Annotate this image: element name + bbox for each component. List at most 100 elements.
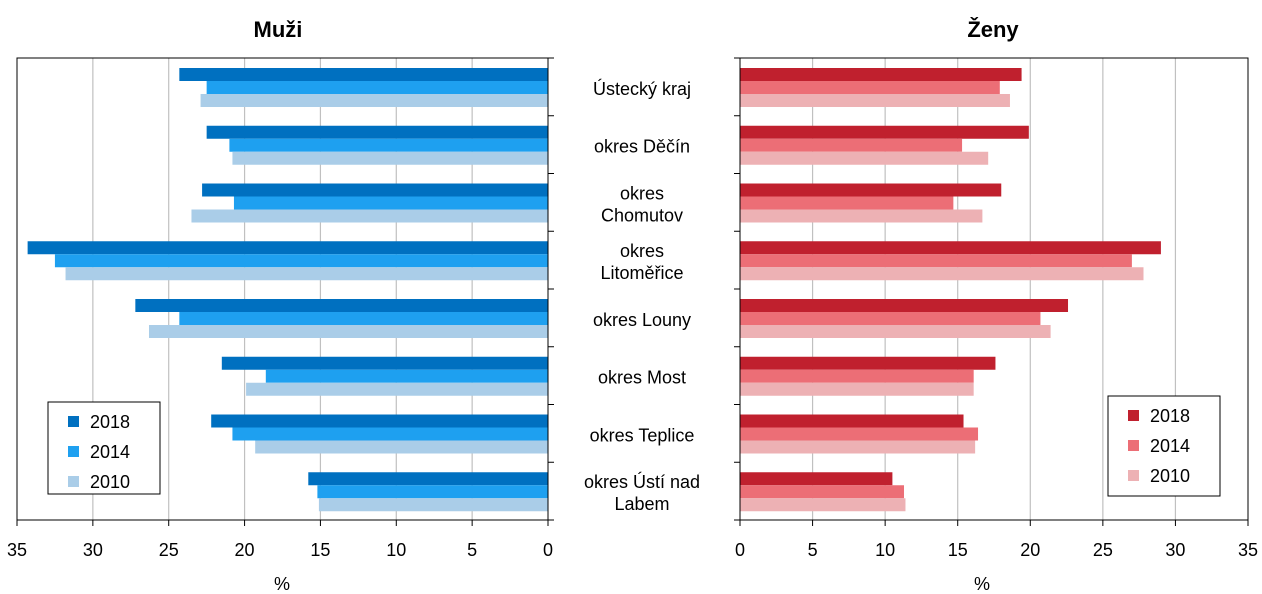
- women-x-tick-labels: 0 5 10 15 20 25 30 35: [735, 520, 1258, 560]
- left-x-tick-label: 0: [543, 540, 553, 560]
- left-bar-2018: [221, 356, 549, 370]
- right-bar-2014: [740, 196, 954, 210]
- right-legend-swatch: [1128, 410, 1139, 421]
- left-bar-2010: [65, 267, 548, 281]
- right-bar-2018: [740, 68, 1022, 81]
- left-bar-2018: [202, 183, 548, 197]
- men-chart: Muži 35 30 25 20 15 10 5 0 % 2018 2014 2010: [7, 17, 554, 594]
- left-x-tick-label: 10: [386, 540, 406, 560]
- right-legend-label: 2018: [1150, 406, 1190, 426]
- right-bar-2014: [740, 312, 1041, 325]
- left-bar-2018: [308, 472, 548, 486]
- left-legend-swatch: [68, 416, 79, 427]
- right-bar-2018: [740, 472, 893, 486]
- right-bar-2010: [740, 498, 906, 512]
- women-category-ticks: [734, 57, 741, 521]
- left-bar-2014: [317, 485, 548, 499]
- left-x-tick-label: 15: [310, 540, 330, 560]
- left-bar-2014: [232, 427, 549, 441]
- men-chart-title: Muži: [254, 17, 303, 42]
- left-bar-2010: [191, 209, 548, 223]
- right-bar-2018: [740, 299, 1069, 312]
- right-x-tick-label: 25: [1093, 540, 1113, 560]
- right-bar-2018: [740, 414, 964, 428]
- right-bar-2010: [740, 151, 989, 165]
- women-bars: [740, 68, 1161, 512]
- left-bar-2010: [318, 498, 548, 512]
- left-bar-2010: [232, 151, 549, 165]
- left-bar-2014: [206, 81, 548, 94]
- left-bar-2014: [233, 196, 549, 210]
- left-bar-2018: [179, 68, 548, 81]
- men-category-ticks: [547, 57, 554, 521]
- category-label: okres Ústí nad: [584, 471, 700, 492]
- left-bar-2014: [54, 254, 549, 268]
- left-legend-label: 2010: [90, 472, 130, 492]
- left-x-tick-label: 5: [467, 540, 477, 560]
- left-legend-label: 2018: [90, 412, 130, 432]
- right-bar-2010: [740, 209, 983, 223]
- left-bar-2018: [135, 299, 548, 312]
- right-bar-2018: [740, 241, 1161, 255]
- category-label: okres Most: [598, 368, 686, 388]
- left-bar-2014: [179, 312, 548, 325]
- right-bar-2014: [740, 81, 1000, 94]
- left-x-tick-label: 25: [159, 540, 179, 560]
- right-x-tick-label: 20: [1020, 540, 1040, 560]
- category-label: Litoměřice: [600, 263, 683, 283]
- right-x-tick-label: 35: [1238, 540, 1258, 560]
- category-label: Chomutov: [601, 205, 683, 225]
- women-legend: 2018 2014 2010: [1107, 395, 1221, 497]
- right-bar-2010: [740, 382, 974, 396]
- category-label: okres: [620, 241, 664, 261]
- men-bars: [27, 68, 549, 512]
- right-bar-2010: [740, 267, 1144, 281]
- left-x-tick-label: 30: [83, 540, 103, 560]
- men-x-tick-labels: 35 30 25 20 15 10 5 0: [7, 520, 553, 560]
- right-bar-2014: [740, 254, 1132, 268]
- right-legend-swatch: [1128, 440, 1139, 451]
- right-bar-2014: [740, 369, 974, 383]
- left-x-tick-label: 35: [7, 540, 27, 560]
- right-legend-label: 2010: [1150, 466, 1190, 486]
- men-legend: 2018 2014 2010: [47, 401, 161, 495]
- left-x-tick-label: 20: [235, 540, 255, 560]
- right-x-tick-label: 0: [735, 540, 745, 560]
- category-label: Labem: [614, 494, 669, 514]
- left-bar-2010: [246, 382, 549, 396]
- category-label: okres Děčín: [594, 137, 690, 157]
- women-chart-title: Ženy: [967, 17, 1019, 42]
- left-bar-2014: [265, 369, 548, 383]
- category-label: okres Louny: [593, 310, 691, 330]
- right-bar-2014: [740, 485, 905, 499]
- left-legend-label: 2014: [90, 442, 130, 462]
- left-bar-2010: [255, 440, 549, 454]
- category-label: okres: [620, 183, 664, 203]
- right-bar-2010: [740, 94, 1010, 107]
- left-legend-swatch: [68, 446, 79, 457]
- category-label: okres Teplice: [590, 425, 695, 445]
- left-bar-2018: [27, 241, 549, 255]
- right-x-tick-label: 5: [808, 540, 818, 560]
- right-x-tick-label: 30: [1165, 540, 1185, 560]
- women-x-axis-label: %: [974, 574, 990, 594]
- category-label: Ústecký kraj: [593, 78, 691, 99]
- right-bar-2018: [740, 356, 996, 370]
- left-bar-2010: [200, 94, 548, 107]
- right-legend-swatch: [1128, 470, 1139, 481]
- left-bar-2018: [211, 414, 549, 428]
- right-bar-2014: [740, 427, 979, 441]
- men-x-axis-label: %: [274, 574, 290, 594]
- right-bar-2010: [740, 440, 976, 454]
- right-legend-label: 2014: [1150, 436, 1190, 456]
- left-bar-2018: [206, 125, 548, 139]
- right-bar-2018: [740, 125, 1029, 139]
- right-x-tick-label: 15: [948, 540, 968, 560]
- left-legend-box: [47, 401, 161, 495]
- left-legend-swatch: [68, 476, 79, 487]
- right-bar-2018: [740, 183, 1002, 197]
- left-bar-2010: [148, 325, 548, 338]
